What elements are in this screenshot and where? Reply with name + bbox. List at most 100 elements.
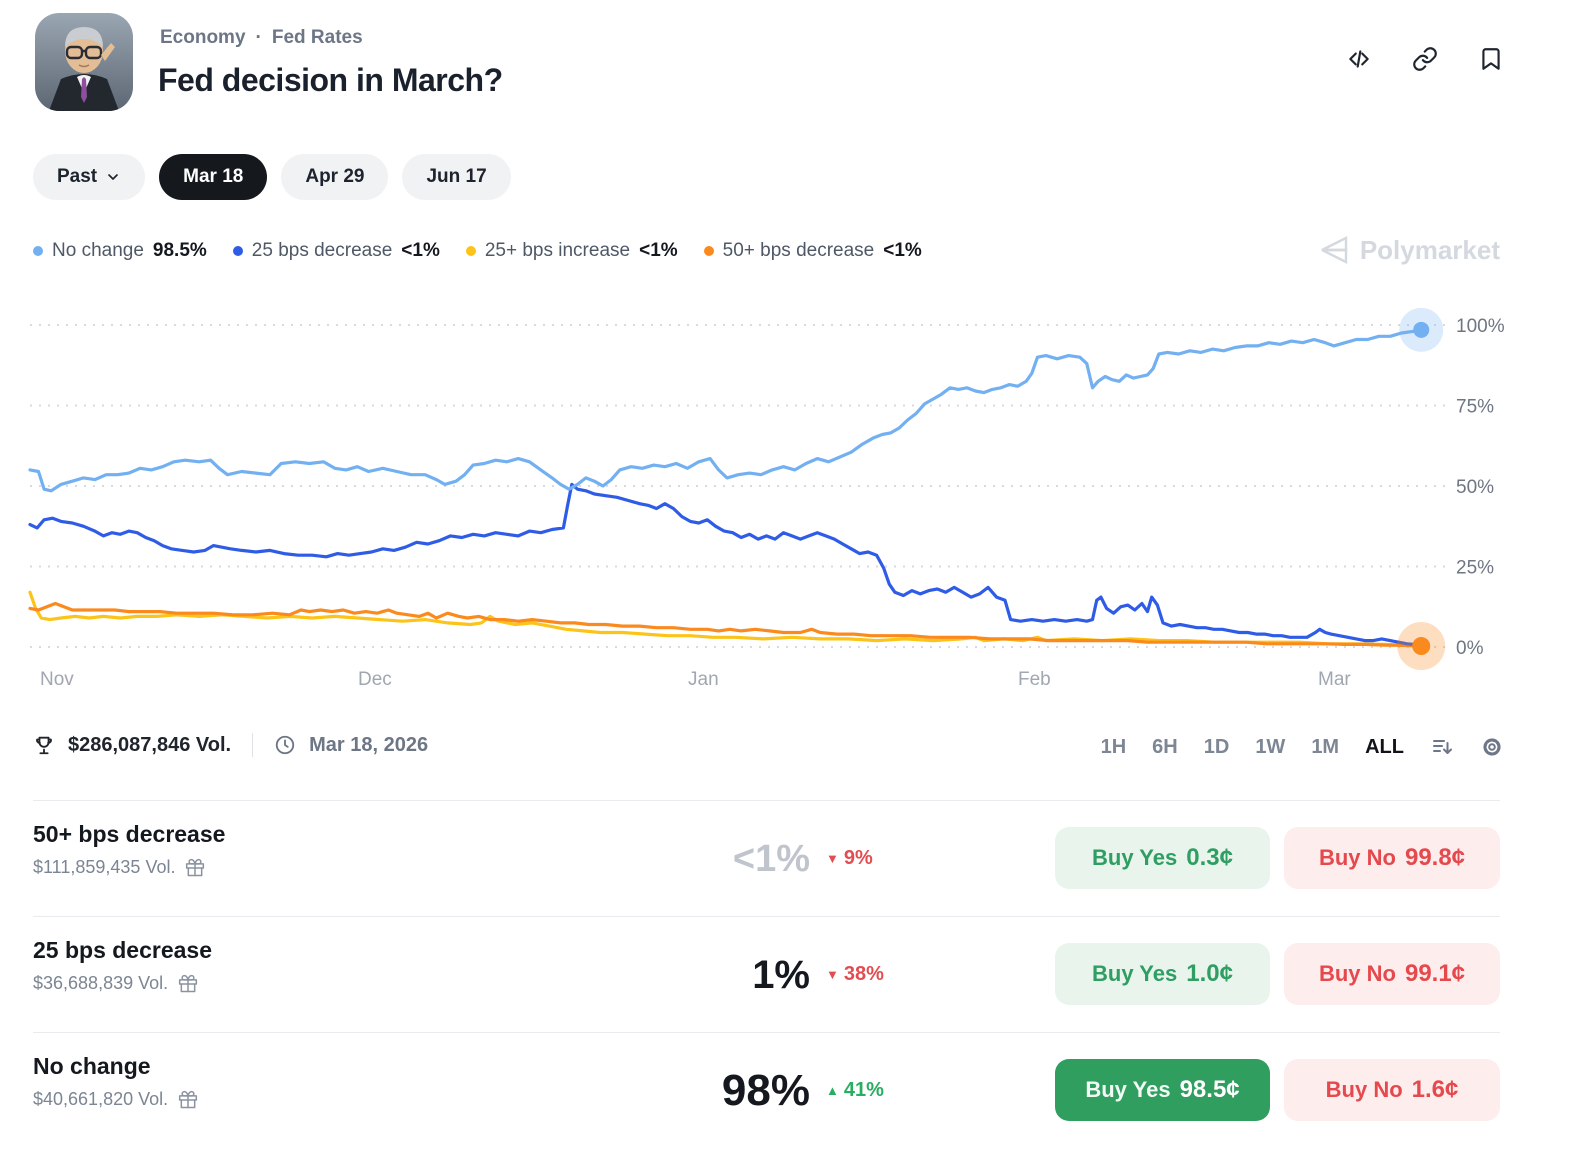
buy-yes-label: Buy Yes bbox=[1085, 1077, 1171, 1102]
market-avatar bbox=[35, 13, 133, 111]
triangle-up-icon: ▲ bbox=[826, 1083, 839, 1098]
timeframe-1w[interactable]: 1W bbox=[1255, 735, 1286, 758]
legend-item-25-bps-decrease: 25 bps decrease <1% bbox=[232, 240, 440, 262]
market-stats: $286,087,846 Vol. Mar 18, 2026 bbox=[33, 733, 428, 757]
x-tick-feb: Feb bbox=[1018, 669, 1051, 690]
chart-canvas: 100% 75% 50% 25% 0% Nov Dec Jan Feb Mar bbox=[28, 307, 1505, 690]
chart-series-lines bbox=[28, 328, 1423, 648]
timeframe-1h[interactable]: 1H bbox=[1100, 735, 1127, 758]
series-line-blue-25-decrease bbox=[28, 482, 1423, 647]
chart-controls: 1H 6H 1D 1W 1M ALL bbox=[1101, 735, 1504, 759]
powell-portrait-image bbox=[35, 13, 133, 111]
buy-yes-price: 1.0¢ bbox=[1186, 960, 1233, 987]
chart-end-markers bbox=[1397, 307, 1446, 671]
legend-value: 98.5% bbox=[152, 240, 207, 261]
gift-icon[interactable] bbox=[178, 974, 198, 994]
buy-yes-button[interactable]: Buy Yes 98.5¢ bbox=[1055, 1059, 1270, 1121]
outcome-delta-value: 38% bbox=[843, 963, 884, 985]
copy-link-icon[interactable] bbox=[1412, 46, 1438, 72]
outcome-volume-row: $36,688,839 Vol. bbox=[33, 973, 198, 994]
outcomes-list: 50+ bps decrease $111,859,435 Vol. <1% ▼… bbox=[0, 800, 1576, 1148]
outcome-volume-row: $40,661,820 Vol. bbox=[33, 1089, 198, 1110]
end-marker-dot bbox=[1413, 321, 1430, 338]
buy-no-button[interactable]: Buy No 1.6¢ bbox=[1284, 1059, 1500, 1121]
buy-yes-button[interactable]: Buy Yes 1.0¢ bbox=[1055, 943, 1270, 1005]
total-volume: $286,087,846 Vol. bbox=[68, 733, 232, 756]
settings-gear-icon[interactable] bbox=[1480, 735, 1504, 759]
end-marker-dot bbox=[1412, 637, 1431, 656]
outcome-name: 25 bps decrease bbox=[33, 937, 213, 963]
legend-label: 25 bps decrease bbox=[251, 240, 393, 261]
outcome-chance: 1% bbox=[752, 953, 810, 997]
series-line-yellow-25-plus-increase bbox=[28, 590, 1423, 648]
legend-dot-25-bps-decrease bbox=[232, 246, 243, 256]
date-tabs: Past Mar 18 Apr 29 Jun 17 bbox=[33, 154, 511, 200]
x-axis-labels: Nov Dec Jan Feb Mar bbox=[40, 669, 1351, 690]
timeframe-all[interactable]: ALL bbox=[1365, 735, 1404, 758]
gift-icon[interactable] bbox=[178, 1090, 198, 1110]
breadcrumb-category[interactable]: Economy bbox=[160, 27, 246, 48]
timeframe-1m[interactable]: 1M bbox=[1311, 735, 1340, 758]
buy-no-label: Buy No bbox=[1325, 1077, 1403, 1102]
buy-no-button[interactable]: Buy No 99.1¢ bbox=[1284, 943, 1500, 1005]
chart-legend: No change 98.5% 25 bps decrease <1% 25+ … bbox=[33, 240, 922, 262]
legend-value: <1% bbox=[639, 240, 678, 261]
tab-label: Mar 18 bbox=[183, 166, 244, 187]
tab-jun-17[interactable]: Jun 17 bbox=[402, 154, 511, 200]
page-title: Fed decision in March? bbox=[158, 62, 503, 98]
series-line-lightblue-no-change bbox=[28, 328, 1423, 493]
sort-descending-icon[interactable] bbox=[1430, 735, 1454, 759]
outcome-row-50-plus-decrease: 50+ bps decrease $111,859,435 Vol. <1% ▼… bbox=[33, 800, 1500, 916]
x-tick-jan: Jan bbox=[688, 669, 719, 690]
bookmark-icon[interactable] bbox=[1478, 46, 1504, 72]
outcome-delta-value: 9% bbox=[843, 847, 873, 869]
buy-no-label: Buy No bbox=[1318, 845, 1396, 870]
buy-yes-price: 98.5¢ bbox=[1179, 1076, 1240, 1103]
outcome-name: 50+ bps decrease bbox=[33, 821, 226, 847]
tab-past[interactable]: Past bbox=[33, 154, 146, 200]
legend-value: <1% bbox=[883, 240, 922, 261]
legend-item-25-plus-increase: 25+ bps increase <1% bbox=[465, 240, 678, 262]
breadcrumb: Economy · Fed Rates bbox=[160, 27, 363, 49]
buy-no-price: 99.8¢ bbox=[1404, 844, 1466, 871]
breadcrumb-separator: · bbox=[255, 27, 262, 48]
embed-code-icon[interactable] bbox=[1346, 46, 1372, 72]
timeframe-1d[interactable]: 1D bbox=[1203, 735, 1230, 758]
buy-no-button[interactable]: Buy No 99.8¢ bbox=[1284, 827, 1500, 889]
chevron-down-icon bbox=[108, 174, 118, 180]
buy-yes-label: Buy Yes bbox=[1092, 845, 1178, 870]
breadcrumb-subcategory[interactable]: Fed Rates bbox=[271, 27, 363, 48]
triangle-down-icon: ▼ bbox=[826, 851, 839, 866]
outcome-delta: ▼ 9% bbox=[826, 847, 873, 870]
tab-apr-29[interactable]: Apr 29 bbox=[281, 154, 389, 200]
timeframe-6h[interactable]: 6H bbox=[1152, 735, 1178, 758]
triangle-down-icon: ▼ bbox=[826, 967, 839, 982]
polymarket-logo-icon bbox=[1321, 236, 1348, 264]
y-tick-75: 75% bbox=[1456, 397, 1494, 418]
trophy-icon bbox=[36, 736, 52, 755]
legend-dot-25-plus-increase bbox=[465, 246, 476, 256]
legend-label: 50+ bps decrease bbox=[722, 240, 875, 261]
legend-label: 25+ bps increase bbox=[484, 240, 631, 261]
price-chart[interactable]: 100% 75% 50% 25% 0% Nov Dec Jan Feb Mar bbox=[0, 293, 1576, 705]
x-tick-nov: Nov bbox=[40, 669, 74, 690]
legend-item-50-plus-decrease: 50+ bps decrease <1% bbox=[703, 240, 922, 262]
outcome-row-no-change: No change $40,661,820 Vol. 98% ▲ 41% Buy… bbox=[33, 1032, 1500, 1148]
y-tick-50: 50% bbox=[1456, 477, 1494, 498]
outcome-name: No change bbox=[33, 1053, 151, 1079]
outcome-volume: $36,688,839 Vol. bbox=[33, 973, 169, 993]
y-axis-labels: 100% 75% 50% 25% 0% bbox=[1456, 316, 1505, 659]
legend-value: <1% bbox=[401, 240, 440, 261]
gift-icon[interactable] bbox=[185, 858, 205, 878]
x-tick-mar: Mar bbox=[1318, 669, 1351, 690]
tab-mar-18[interactable]: Mar 18 bbox=[159, 154, 268, 200]
buy-yes-button[interactable]: Buy Yes 0.3¢ bbox=[1055, 827, 1270, 889]
x-tick-dec: Dec bbox=[358, 669, 392, 690]
buy-yes-label: Buy Yes bbox=[1092, 961, 1178, 986]
tab-past-label: Past bbox=[57, 166, 98, 187]
tab-label: Apr 29 bbox=[305, 166, 365, 187]
outcome-delta: ▲ 41% bbox=[826, 1079, 884, 1102]
legend-label: No change bbox=[52, 240, 144, 261]
stats-divider bbox=[252, 733, 254, 757]
y-tick-0: 0% bbox=[1456, 638, 1484, 659]
